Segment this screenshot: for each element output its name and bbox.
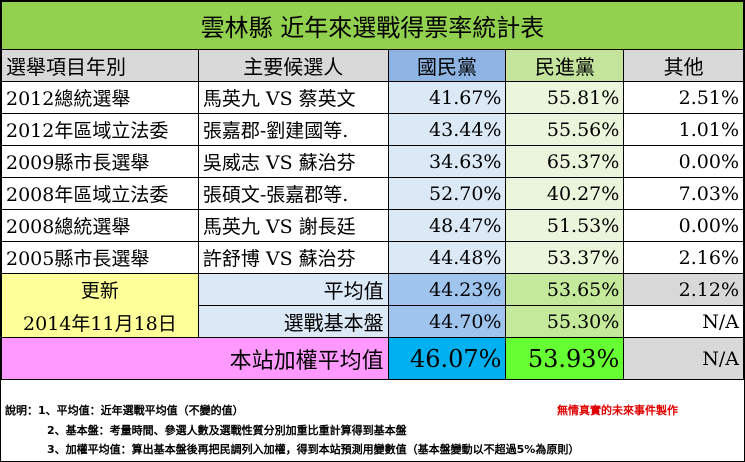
row-other: 0.00% [623,145,744,178]
table-title: 雲林縣 近年來選戰得票率統計表 [1,1,744,50]
header-kmt: 國民黨 [387,49,507,82]
average-kmt: 44.23% [387,273,507,306]
header-other: 其他 [623,49,744,82]
row-dpp: 65.37% [505,145,625,178]
average-dpp: 53.65% [505,273,625,306]
row-kmt: 48.47% [387,209,507,242]
row-candidates: 馬英九 VS 謝長廷 [197,209,389,242]
row-other: 0.00% [623,209,744,242]
average-other: 2.12% [623,273,744,306]
row-election: 2008年區域立法委 [1,177,199,210]
header-election: 選舉項目年別 [1,49,199,82]
row-kmt: 52.70% [387,177,507,210]
table-row: 2008年區域立法委 張碩文-張嘉郡等. 52.70% 40.27% 7.03% [1,177,744,210]
weighted-dpp: 53.93% [505,337,625,380]
row-kmt: 41.67% [387,81,507,114]
weighted-kmt: 46.07% [387,337,507,380]
row-other: 1.01% [623,113,744,146]
base-dpp: 55.30% [505,305,625,338]
row-other: 2.16% [623,241,744,274]
row-candidates: 張碩文-張嘉郡等. [197,177,389,210]
notes-section: 說明：1、平均值：近年選戰平均值（不變的值） 無情真實的未來事件製作 2、基本盤… [1,398,744,461]
table-row: 2012總統選舉 馬英九 VS 蔡英文 41.67% 55.81% 2.51% [1,81,744,114]
row-election: 2012總統選舉 [1,81,199,114]
update-cell: 更新 2014年11月18日 [1,273,199,338]
row-election: 2009縣市長選舉 [1,145,199,178]
row-candidates: 許舒博 VS 蘇治芬 [197,241,389,274]
header-candidates: 主要候選人 [197,49,389,82]
row-other: 2.51% [623,81,744,114]
row-candidates: 馬英九 VS 蔡英文 [197,81,389,114]
base-other: N/A [623,305,744,338]
row-candidates: 吳威志 VS 蘇治芬 [197,145,389,178]
weighted-row: 本站加權平均值 46.07% 53.93% N/A [1,337,744,380]
note-2: 2、基本盤：考量時間、參選人數及選戰性質分別加重比重計算得到基本盤 [47,424,407,437]
average-row: 更新 2014年11月18日 平均值 44.23% 53.65% 2.12% [1,273,744,338]
table-row: 2005縣市長選舉 許舒博 VS 蘇治芬 44.48% 53.37% 2.16% [1,241,744,274]
note-3: 3、加權平均值：算出基本盤後再把民調列入加權，得到本站預測用變數值（基本盤變動以… [47,443,580,456]
row-election: 2005縣市長選舉 [1,241,199,274]
row-kmt: 34.63% [387,145,507,178]
table-row: 2012年區域立法委 張嘉郡-劉建國等. 43.44% 55.56% 1.01% [1,113,744,146]
row-kmt: 43.44% [387,113,507,146]
election-table: 雲林縣 近年來選戰得票率統計表 選舉項目年別 主要候選人 國民黨 民進黨 其他 … [1,1,744,380]
weighted-other: N/A [623,337,744,380]
update-label: 更新 [80,279,119,302]
row-kmt: 44.48% [387,241,507,274]
row-candidates: 張嘉郡-劉建國等. [197,113,389,146]
header-dpp: 民進黨 [505,49,625,82]
row-other: 7.03% [623,177,744,210]
row-dpp: 53.37% [505,241,625,274]
base-label: 選戰基本盤 [197,305,389,338]
row-dpp: 40.27% [505,177,625,210]
table-row: 2008總統選舉 馬英九 VS 謝長廷 48.47% 51.53% 0.00% [1,209,744,242]
tagline: 無情真實的未來事件製作 [557,404,678,417]
base-row: 選戰基本盤 44.70% 55.30% N/A [2,305,744,338]
row-election: 2008總統選舉 [1,209,199,242]
base-kmt: 44.70% [387,305,507,338]
row-dpp: 55.56% [505,113,625,146]
table-row: 2009縣市長選舉 吳威志 VS 蘇治芬 34.63% 65.37% 0.00% [1,145,744,178]
row-dpp: 55.81% [505,81,625,114]
row-dpp: 51.53% [505,209,625,242]
row-election: 2012年區域立法委 [1,113,199,146]
update-date: 2014年11月18日 [23,312,177,335]
average-label: 平均值 [197,273,389,306]
header-row: 選舉項目年別 主要候選人 國民黨 民進黨 其他 [1,49,744,82]
note-1: 說明：1、平均值：近年選戰平均值（不變的值） [5,404,244,417]
weighted-label: 本站加權平均值 [1,337,389,380]
